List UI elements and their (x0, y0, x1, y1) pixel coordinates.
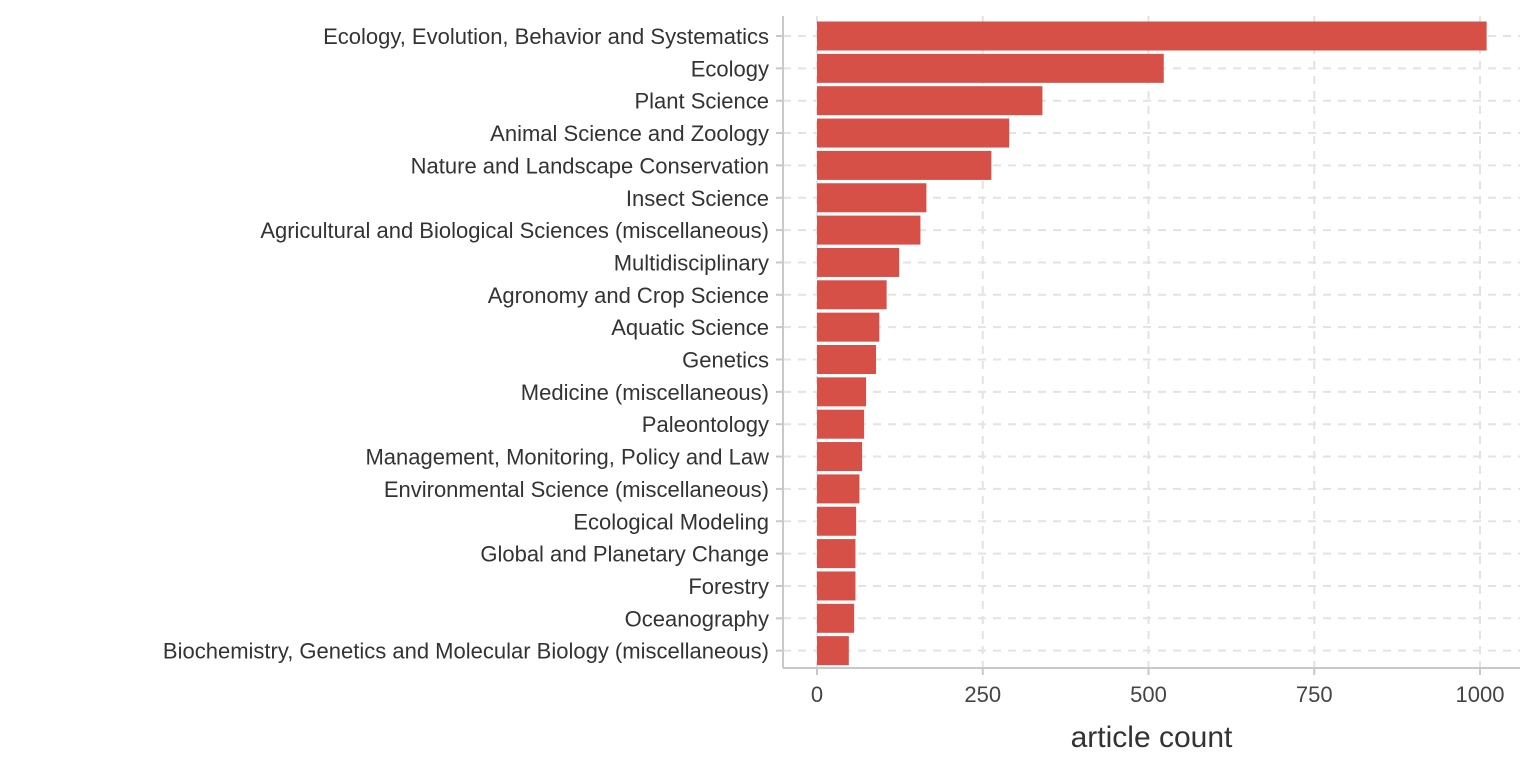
category-label: Global and Planetary Change (480, 542, 769, 567)
bar (817, 539, 856, 569)
bar (817, 377, 867, 407)
category-label: Ecological Modeling (573, 509, 769, 534)
bar (817, 409, 865, 439)
bar (817, 345, 877, 374)
bar (817, 53, 1164, 83)
x-tick-label: 1000 (1456, 682, 1505, 707)
category-label: Ecology (691, 56, 769, 81)
category-label: Management, Monitoring, Policy and Law (365, 445, 769, 470)
bar (817, 312, 880, 342)
bars (817, 21, 1487, 666)
category-label: Ecology, Evolution, Behavior and Systema… (323, 24, 769, 49)
category-label: Environmental Science (miscellaneous) (384, 477, 769, 502)
bar (817, 247, 900, 277)
category-label: Plant Science (634, 89, 769, 114)
category-label: Forestry (688, 574, 769, 599)
bar (817, 21, 1487, 51)
category-label: Oceanography (625, 606, 769, 631)
category-label: Medicine (miscellaneous) (521, 380, 769, 405)
x-tick-label: 500 (1130, 682, 1167, 707)
category-label: Multidisciplinary (614, 250, 769, 275)
category-label: Insect Science (626, 186, 769, 211)
bar (817, 118, 1010, 148)
bar (817, 442, 863, 472)
x-tick-label: 0 (811, 682, 823, 707)
category-label: Agronomy and Crop Science (488, 283, 769, 308)
category-label: Biochemistry, Genetics and Molecular Bio… (163, 639, 769, 664)
bar (817, 474, 860, 504)
bar (817, 603, 855, 633)
category-label: Aquatic Science (611, 315, 769, 340)
bar (817, 150, 992, 180)
x-axis-title: article count (1071, 721, 1233, 754)
category-label: Paleontology (642, 412, 769, 437)
category-label: Genetics (682, 348, 769, 373)
x-tick-label: 750 (1296, 682, 1333, 707)
axes (782, 16, 1520, 669)
category-label: Animal Science and Zoology (490, 121, 769, 146)
bar (817, 571, 856, 601)
bar (817, 280, 887, 310)
x-tick-labels: 0 250 500 750 1000 (811, 668, 1505, 707)
category-labels: Ecology, Evolution, Behavior and Systema… (163, 24, 783, 664)
x-tick-label: 250 (964, 682, 1001, 707)
bar (817, 183, 927, 213)
bar (817, 215, 921, 245)
bar (817, 636, 849, 666)
category-label: Nature and Landscape Conservation (411, 153, 769, 178)
category-label: Agricultural and Biological Sciences (mi… (260, 218, 769, 243)
bar (817, 86, 1043, 116)
bar (817, 506, 857, 536)
